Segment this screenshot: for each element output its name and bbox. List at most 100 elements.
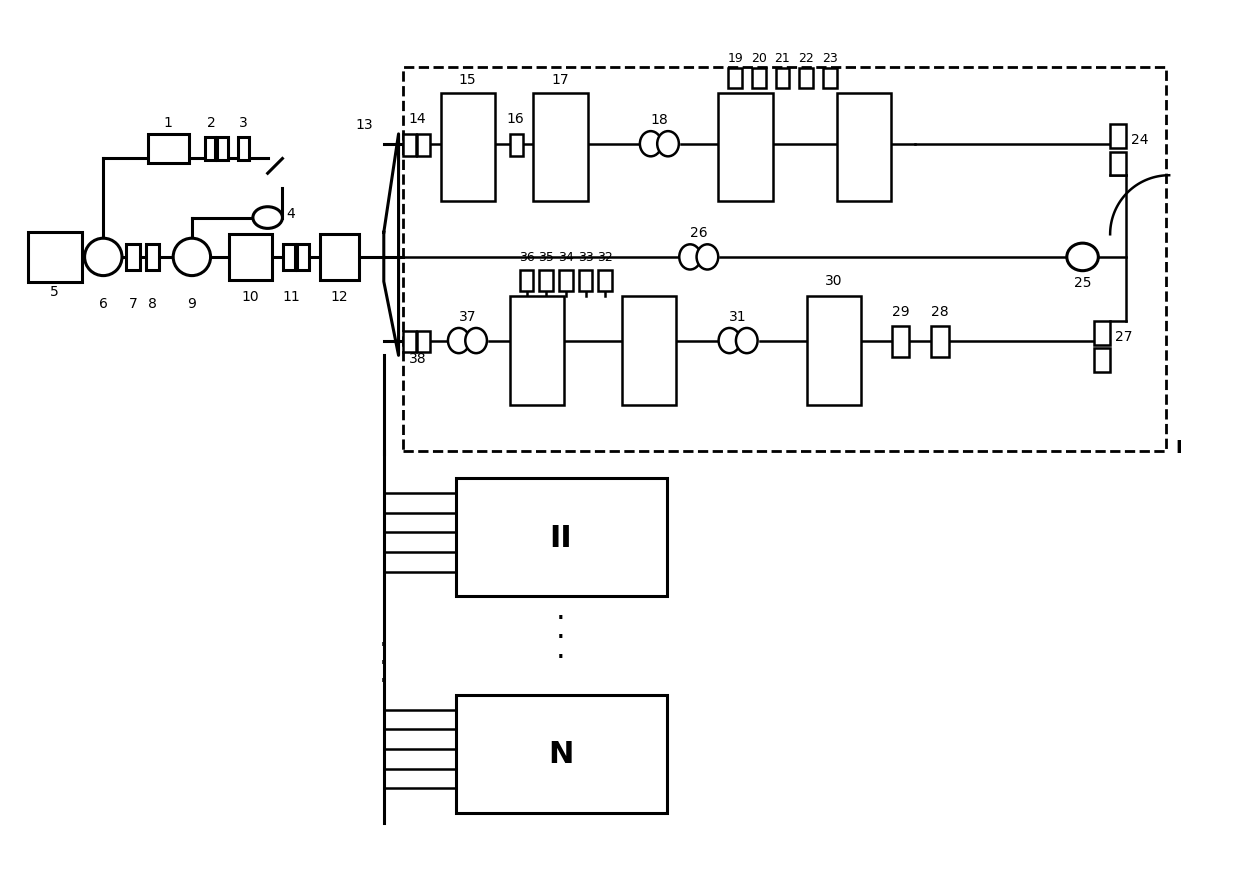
Text: 33: 33	[578, 251, 594, 264]
Text: 36: 36	[518, 251, 534, 264]
Text: 20: 20	[751, 52, 766, 65]
Bar	[751, 68, 765, 89]
Text: 23: 23	[822, 52, 837, 65]
Bar	[799, 68, 813, 89]
Ellipse shape	[84, 239, 122, 277]
Bar	[238, 138, 249, 162]
Text: ·: ·	[556, 644, 565, 673]
Ellipse shape	[448, 328, 470, 354]
Text: 37: 37	[459, 310, 476, 324]
Bar	[145, 245, 160, 270]
Bar	[837, 93, 890, 202]
Text: ·: ·	[556, 604, 565, 633]
Text: 10: 10	[241, 290, 259, 304]
Text: 30: 30	[825, 273, 842, 287]
Text: 35: 35	[538, 251, 554, 264]
Bar	[579, 270, 593, 292]
Bar	[807, 297, 861, 405]
Text: 22: 22	[799, 52, 813, 65]
Text: 13: 13	[356, 118, 373, 132]
Text: 1: 1	[164, 116, 172, 130]
Bar	[1095, 321, 1110, 345]
Bar	[823, 68, 837, 89]
Ellipse shape	[697, 245, 718, 270]
Text: N: N	[548, 739, 574, 768]
Bar	[27, 233, 82, 282]
Text: 16: 16	[507, 112, 525, 126]
Bar	[403, 134, 417, 156]
Bar	[284, 245, 295, 270]
Bar	[217, 138, 228, 162]
Text: 26: 26	[689, 226, 708, 240]
Text: 6: 6	[99, 297, 108, 311]
Bar	[892, 327, 909, 358]
Text: 17: 17	[551, 73, 569, 87]
Bar	[229, 235, 272, 280]
Ellipse shape	[680, 245, 701, 270]
Bar	[520, 270, 533, 292]
Bar	[775, 68, 790, 89]
Bar	[205, 138, 216, 162]
Text: 12: 12	[331, 290, 348, 304]
Text: 24: 24	[1131, 133, 1148, 147]
Text: II: II	[549, 523, 573, 552]
Text: 28: 28	[931, 305, 949, 319]
Text: 25: 25	[1074, 275, 1091, 289]
Text: 31: 31	[729, 310, 746, 324]
Bar	[510, 297, 564, 405]
Text: 34: 34	[558, 251, 574, 264]
Text: ·: ·	[556, 623, 565, 652]
Bar	[455, 479, 667, 597]
Ellipse shape	[465, 328, 487, 354]
Bar	[417, 134, 430, 156]
Bar	[510, 134, 522, 156]
Bar	[1110, 125, 1126, 148]
Ellipse shape	[657, 132, 678, 157]
Ellipse shape	[174, 239, 211, 277]
Text: 29: 29	[892, 305, 909, 319]
Bar	[1095, 349, 1110, 372]
Text: 38: 38	[408, 352, 427, 366]
Text: 11: 11	[283, 290, 300, 304]
Bar	[931, 327, 949, 358]
Text: ·: ·	[379, 667, 388, 695]
Ellipse shape	[719, 328, 740, 354]
Bar	[148, 134, 188, 164]
Text: ·: ·	[379, 649, 388, 678]
Bar	[298, 245, 309, 270]
Bar	[718, 93, 773, 202]
Bar	[533, 93, 588, 202]
Text: 8: 8	[148, 297, 157, 311]
Text: 7: 7	[129, 297, 138, 311]
Bar	[403, 331, 417, 353]
Bar	[417, 331, 430, 353]
Text: 9: 9	[187, 297, 196, 311]
Text: 2: 2	[207, 116, 216, 130]
Bar	[559, 270, 573, 292]
Bar	[441, 93, 495, 202]
Text: 18: 18	[651, 113, 668, 127]
Text: 15: 15	[459, 73, 476, 87]
Ellipse shape	[253, 207, 283, 229]
Text: 5: 5	[50, 285, 58, 299]
Bar	[728, 68, 742, 89]
Ellipse shape	[640, 132, 661, 157]
Bar	[126, 245, 140, 270]
Text: 4: 4	[286, 206, 295, 220]
Text: 32: 32	[598, 251, 613, 264]
Text: 27: 27	[1115, 329, 1132, 343]
Bar	[1110, 153, 1126, 176]
Text: 3: 3	[238, 116, 248, 130]
Bar	[622, 297, 676, 405]
Text: ·: ·	[379, 631, 388, 660]
Text: 14: 14	[408, 112, 427, 126]
Ellipse shape	[1066, 244, 1099, 271]
Text: 19: 19	[728, 52, 743, 65]
Bar	[455, 695, 667, 813]
Bar	[599, 270, 613, 292]
Text: 21: 21	[775, 52, 790, 65]
Bar	[403, 68, 1167, 451]
Bar	[539, 270, 553, 292]
Ellipse shape	[735, 328, 758, 354]
Text: I: I	[1176, 438, 1182, 457]
